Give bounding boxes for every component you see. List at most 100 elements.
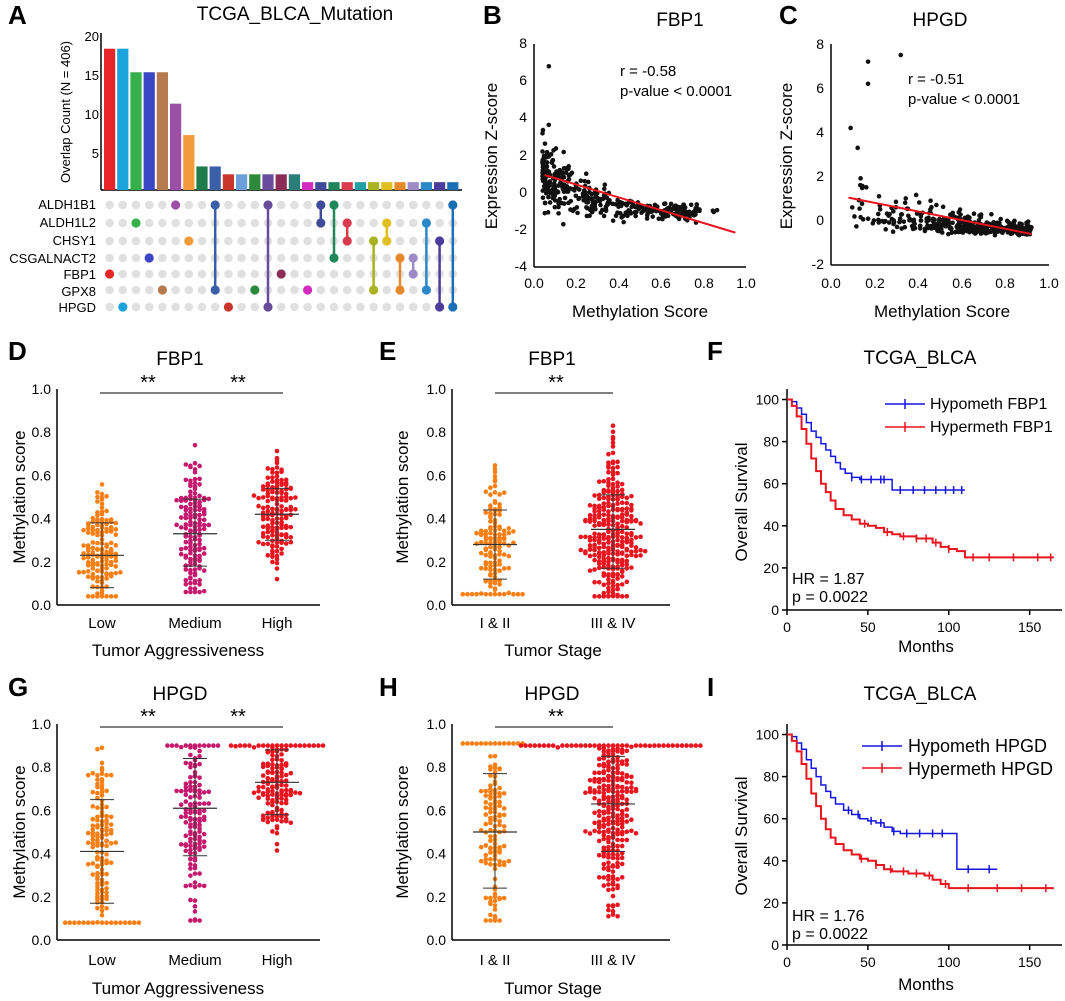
h-dots-dot — [656, 743, 662, 748]
h-dots-dot — [483, 800, 489, 805]
d-dots-dot — [283, 491, 289, 497]
e-dots-dot — [619, 550, 625, 555]
b-point — [650, 214, 656, 219]
g-dots-dot — [104, 818, 109, 823]
panel-f-ylabel: Overall Survival — [732, 442, 751, 561]
d-dots-dot — [206, 522, 212, 528]
c-point — [852, 214, 857, 219]
e-dots-dot — [615, 506, 620, 512]
d-dots-dot — [279, 495, 284, 500]
e-dots-dot — [483, 510, 489, 515]
h-dots-dot — [693, 743, 699, 748]
h-dots-dot — [624, 829, 630, 835]
e-dots-dot — [619, 582, 625, 587]
d-dots-dot — [108, 559, 114, 565]
d-dots-dot — [108, 571, 114, 577]
g-dots-dot — [118, 920, 123, 926]
a-matrix-empty-6-4 — [184, 269, 194, 279]
e-dots-dot — [587, 543, 593, 548]
a-matrix-empty-1-0 — [118, 200, 128, 210]
f-ticks-xlabel-2: 100 — [937, 619, 961, 635]
d-dots-dot — [274, 470, 280, 476]
a-matrix-empty-15-4 — [303, 269, 312, 279]
h-dots-dot — [483, 821, 489, 827]
e-dots-dot — [615, 501, 620, 507]
h-dots-dot — [478, 858, 484, 864]
h-dots-dot — [610, 912, 616, 917]
d-dots-dot — [108, 540, 114, 546]
a-matrix-empty-1-1 — [118, 218, 128, 228]
e-dots-dot — [615, 537, 620, 543]
a-matrix-empty-14-4 — [290, 269, 299, 279]
e-dots-dot — [629, 502, 634, 508]
h-dots-dot — [488, 899, 493, 905]
a-matrix-dot-13-4 — [276, 269, 286, 279]
g-dots-dot — [108, 772, 114, 778]
h-dots-dot — [610, 874, 616, 879]
f-ticks-xlabel-1: 50 — [860, 619, 876, 635]
d-dots-dot — [270, 517, 275, 523]
h-dots-dot — [596, 770, 602, 776]
c-point — [1011, 222, 1017, 228]
g-dots-dot — [260, 813, 266, 818]
g-dots-dot — [95, 746, 100, 752]
c-point — [906, 213, 911, 219]
e-dots-dot — [619, 506, 625, 512]
g-dots-dot — [270, 788, 275, 794]
g-dots-dot — [188, 764, 193, 770]
g-dots-dot — [279, 819, 284, 824]
h-dots-dot — [497, 822, 502, 828]
e-dots-dot — [610, 450, 616, 456]
panel-e-ylabel: Methylation score — [393, 430, 412, 563]
h-dots-dot — [492, 765, 498, 771]
d-dots-dot — [274, 566, 280, 571]
e-dots-dot — [488, 572, 493, 577]
d-dots-dot — [188, 528, 193, 533]
g-dots-dot — [274, 830, 280, 836]
h-dots-dot — [478, 741, 484, 746]
c-point — [990, 226, 995, 232]
h-dots-dot — [483, 805, 489, 811]
h-dots-dot — [606, 882, 611, 887]
e-xtick-2: III & IV — [590, 615, 635, 632]
e-dots-dot — [615, 586, 620, 592]
a-matrix-empty-14-0 — [290, 200, 299, 210]
panel-h-dots — [460, 741, 703, 923]
b-point — [542, 200, 548, 206]
e-dots-dot — [492, 477, 498, 483]
b-point — [644, 216, 650, 221]
h-dots-dot — [688, 743, 694, 748]
a-matrix-empty-16-3 — [316, 253, 326, 263]
e-dots-dot — [596, 508, 602, 514]
h-dots-dot — [601, 829, 607, 835]
g-dots-dot — [104, 890, 109, 895]
e-dots-dot — [633, 535, 639, 540]
g-dots-dot — [197, 871, 202, 876]
a-matrix-empty-14-3 — [290, 253, 299, 263]
h-dots-dot — [537, 743, 542, 748]
g-dots-dot — [95, 814, 100, 820]
h-dots-dot — [474, 741, 479, 746]
d-dots-dot — [188, 580, 193, 586]
b-point — [561, 149, 567, 155]
h-dots-dot — [619, 788, 625, 794]
e-dots-dot — [615, 459, 620, 465]
e-dots-dot — [606, 480, 611, 486]
d-dots-dot — [104, 557, 109, 563]
a-bar-20 — [368, 182, 380, 190]
g-dots-dot — [270, 769, 275, 775]
a-matrix-empty-3-0 — [144, 200, 154, 210]
d-dots-dot — [174, 522, 179, 528]
d-dots-dot — [178, 495, 184, 501]
d-dots-dot — [95, 540, 100, 546]
g-dots-dot — [265, 776, 271, 781]
a-ytick-20: 20 — [85, 29, 99, 44]
panel-d-sig-2: ** — [230, 372, 246, 394]
e-dots-dot — [615, 525, 620, 530]
c-point — [886, 220, 892, 225]
d-dots-dot — [270, 479, 275, 484]
b-point — [552, 172, 557, 177]
a-bar-23 — [407, 182, 419, 190]
e-dots-dot — [624, 517, 630, 523]
panel-d-dots — [76, 442, 299, 599]
